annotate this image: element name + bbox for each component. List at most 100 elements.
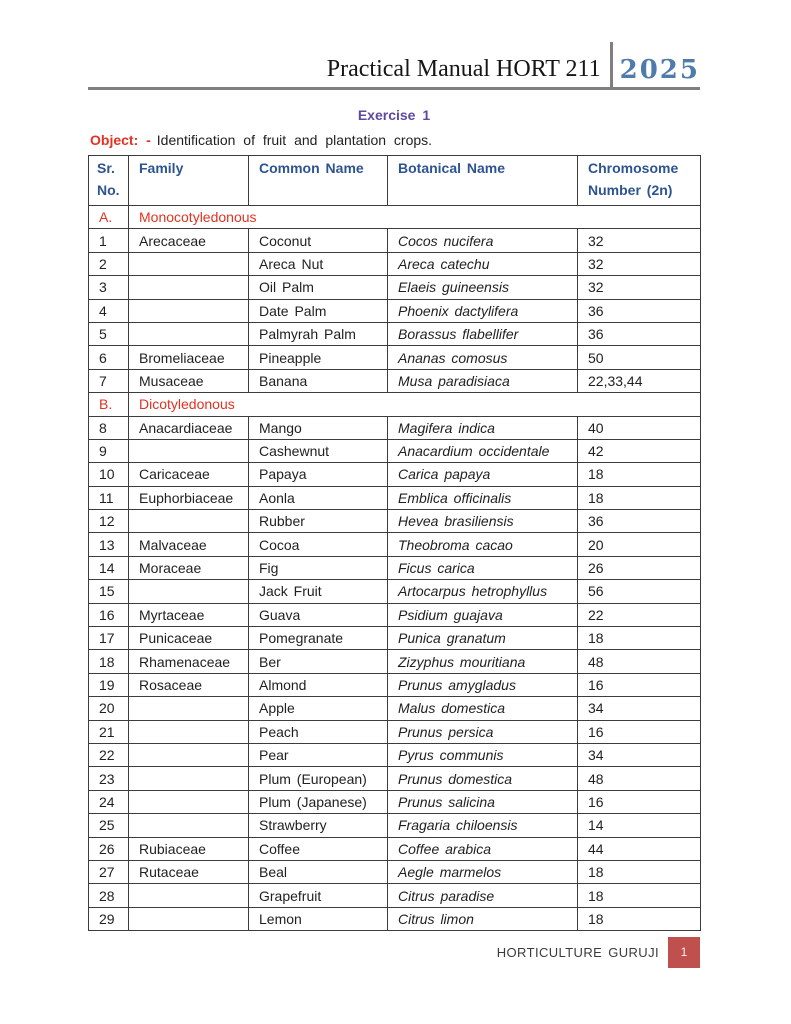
family-cell — [128, 742, 249, 768]
botanical-name-cell: Artocarpus hetrophyllus — [387, 579, 578, 604]
chromosome-cell: 16 — [577, 789, 701, 815]
crop-row: 21 Peach Prunus persica 16 — [88, 719, 701, 744]
sr-no-cell: 29 — [88, 906, 129, 932]
chromosome-cell: 48 — [577, 649, 701, 674]
chromosome-cell: 26 — [577, 555, 701, 581]
common-name-cell: Pineapple — [248, 345, 388, 370]
family-cell — [128, 696, 249, 721]
col-header-chromosome: Chromosome Number (2n) — [577, 155, 701, 206]
chromosome-cell: 32 — [577, 275, 701, 300]
common-name-cell: Strawberry — [248, 813, 388, 838]
col-header-botanical-name: Botanical Name — [387, 155, 578, 206]
crop-row: 12 Rubber Hevea brasiliensis 36 — [88, 509, 701, 534]
crop-row: 3 Oil Palm Elaeis guineensis 32 — [88, 275, 701, 300]
chromosome-cell: 14 — [577, 813, 701, 838]
crop-row: 1 Arecaceae Coconut Cocos nucifera 32 — [88, 228, 701, 253]
common-name-cell: Coffee — [248, 836, 388, 861]
sr-no-cell: 4 — [88, 298, 129, 323]
sr-no-cell: 15 — [88, 579, 129, 604]
botanical-name-cell: Fragaria chiloensis — [387, 813, 578, 838]
sr-no-cell: 18 — [88, 649, 129, 674]
common-name-cell: Grapefruit — [248, 883, 388, 908]
crop-row: 8 Anacardiaceae Mango Magifera indica 40 — [88, 415, 701, 440]
chromosome-cell: 32 — [577, 251, 701, 277]
chromosome-cell: 36 — [577, 321, 701, 347]
family-cell — [128, 766, 249, 791]
sr-no-cell: 27 — [88, 859, 129, 885]
sr-no-cell: 22 — [88, 742, 129, 768]
crop-row: 2 Areca Nut Areca catechu 32 — [88, 251, 701, 277]
family-cell — [128, 321, 249, 347]
common-name-cell: Jack Fruit — [248, 579, 388, 604]
common-name-cell: Pear — [248, 742, 388, 768]
botanical-name-cell: Prunus amygladus — [387, 672, 578, 698]
section-row: A. Monocotyledonous — [88, 204, 701, 230]
chromosome-cell: 36 — [577, 509, 701, 534]
footer-brand-text: HORTICULTURE GURUJI — [496, 944, 659, 960]
common-name-cell: Banana — [248, 368, 388, 394]
common-name-cell: Plum (Japanese) — [248, 789, 388, 815]
botanical-name-cell: Carica papaya — [387, 462, 578, 487]
exercise-heading: Exercise 1 — [357, 107, 431, 123]
chromosome-cell: 42 — [577, 438, 701, 464]
document-title: Practical Manual HORT 211 — [326, 56, 601, 82]
crop-row: 13 Malvaceae Cocoa Theobroma cacao 20 — [88, 532, 701, 557]
page-number-badge: 1 — [668, 936, 700, 968]
crop-row: 6 Bromeliaceae Pineapple Ananas comosus … — [88, 345, 701, 370]
sr-no-cell: 28 — [88, 883, 129, 908]
common-name-cell: Date Palm — [248, 298, 388, 323]
chromosome-cell: 44 — [577, 836, 701, 861]
crop-row: 20 Apple Malus domestica 34 — [88, 696, 701, 721]
sr-no-cell: 14 — [88, 555, 129, 581]
crop-row: 9 Cashewnut Anacardium occidentale 42 — [88, 438, 701, 464]
family-cell — [128, 298, 249, 323]
chromosome-cell: 48 — [577, 766, 701, 791]
crop-row: 7 Musaceae Banana Musa paradisiaca 22,33… — [88, 368, 701, 394]
botanical-name-cell: Citrus limon — [387, 906, 578, 932]
section-id-cell: B. — [88, 392, 129, 417]
family-cell — [128, 275, 249, 300]
chromosome-cell: 36 — [577, 298, 701, 323]
common-name-cell: Peach — [248, 719, 388, 744]
crop-row: 5 Palmyrah Palm Borassus flabellifer 36 — [88, 321, 701, 347]
common-name-cell: Areca Nut — [248, 251, 388, 277]
page-footer: HORTICULTURE GURUJI 1 — [88, 936, 700, 968]
family-cell: Malvaceae — [128, 532, 249, 557]
sr-no-cell: 24 — [88, 789, 129, 815]
chromosome-cell: 22 — [577, 602, 701, 628]
family-cell: Myrtaceae — [128, 602, 249, 628]
col-header-family: Family — [128, 155, 249, 206]
crop-row: 16 Myrtaceae Guava Psidium guajava 22 — [88, 602, 701, 628]
sr-no-cell: 7 — [88, 368, 129, 394]
page-header: Practical Manual HORT 211 2025 — [88, 40, 700, 88]
crop-row: 17 Punicaceae Pomegranate Punica granatu… — [88, 626, 701, 651]
chromosome-cell: 34 — [577, 696, 701, 721]
crop-row: 4 Date Palm Phoenix dactylifera 36 — [88, 298, 701, 323]
common-name-cell: Oil Palm — [248, 275, 388, 300]
chromosome-cell: 22,33,44 — [577, 368, 701, 394]
crop-row: 18 Rhamenaceae Ber Zizyphus mouritiana 4… — [88, 649, 701, 674]
common-name-cell: Ber — [248, 649, 388, 674]
common-name-cell: Cocoa — [248, 532, 388, 557]
crop-row: 26 Rubiaceae Coffee Coffee arabica 44 — [88, 836, 701, 861]
chromosome-cell: 16 — [577, 719, 701, 744]
section-row: B. Dicotyledonous — [88, 392, 701, 417]
family-cell: Punicaceae — [128, 626, 249, 651]
sr-no-cell: 6 — [88, 345, 129, 370]
family-cell — [128, 509, 249, 534]
crops-table-body: A. Monocotyledonous 1 Arecaceae Coconut … — [88, 204, 701, 932]
crop-row: 15 Jack Fruit Artocarpus hetrophyllus 56 — [88, 579, 701, 604]
header-divider-bar — [609, 42, 613, 88]
col-header-common-name: Common Name — [248, 155, 388, 206]
common-name-cell: Aonla — [248, 485, 388, 511]
family-cell — [128, 789, 249, 815]
family-cell: Rosaceae — [128, 672, 249, 698]
family-cell — [128, 579, 249, 604]
crop-row: 14 Moraceae Fig Ficus carica 26 — [88, 555, 701, 581]
chromosome-cell: 56 — [577, 579, 701, 604]
section-id-cell: A. — [88, 204, 129, 230]
common-name-cell: Mango — [248, 415, 388, 440]
header-rule-line — [88, 87, 700, 90]
crop-row: 27 Rutaceae Beal Aegle marmelos 18 — [88, 859, 701, 885]
common-name-cell: Fig — [248, 555, 388, 581]
